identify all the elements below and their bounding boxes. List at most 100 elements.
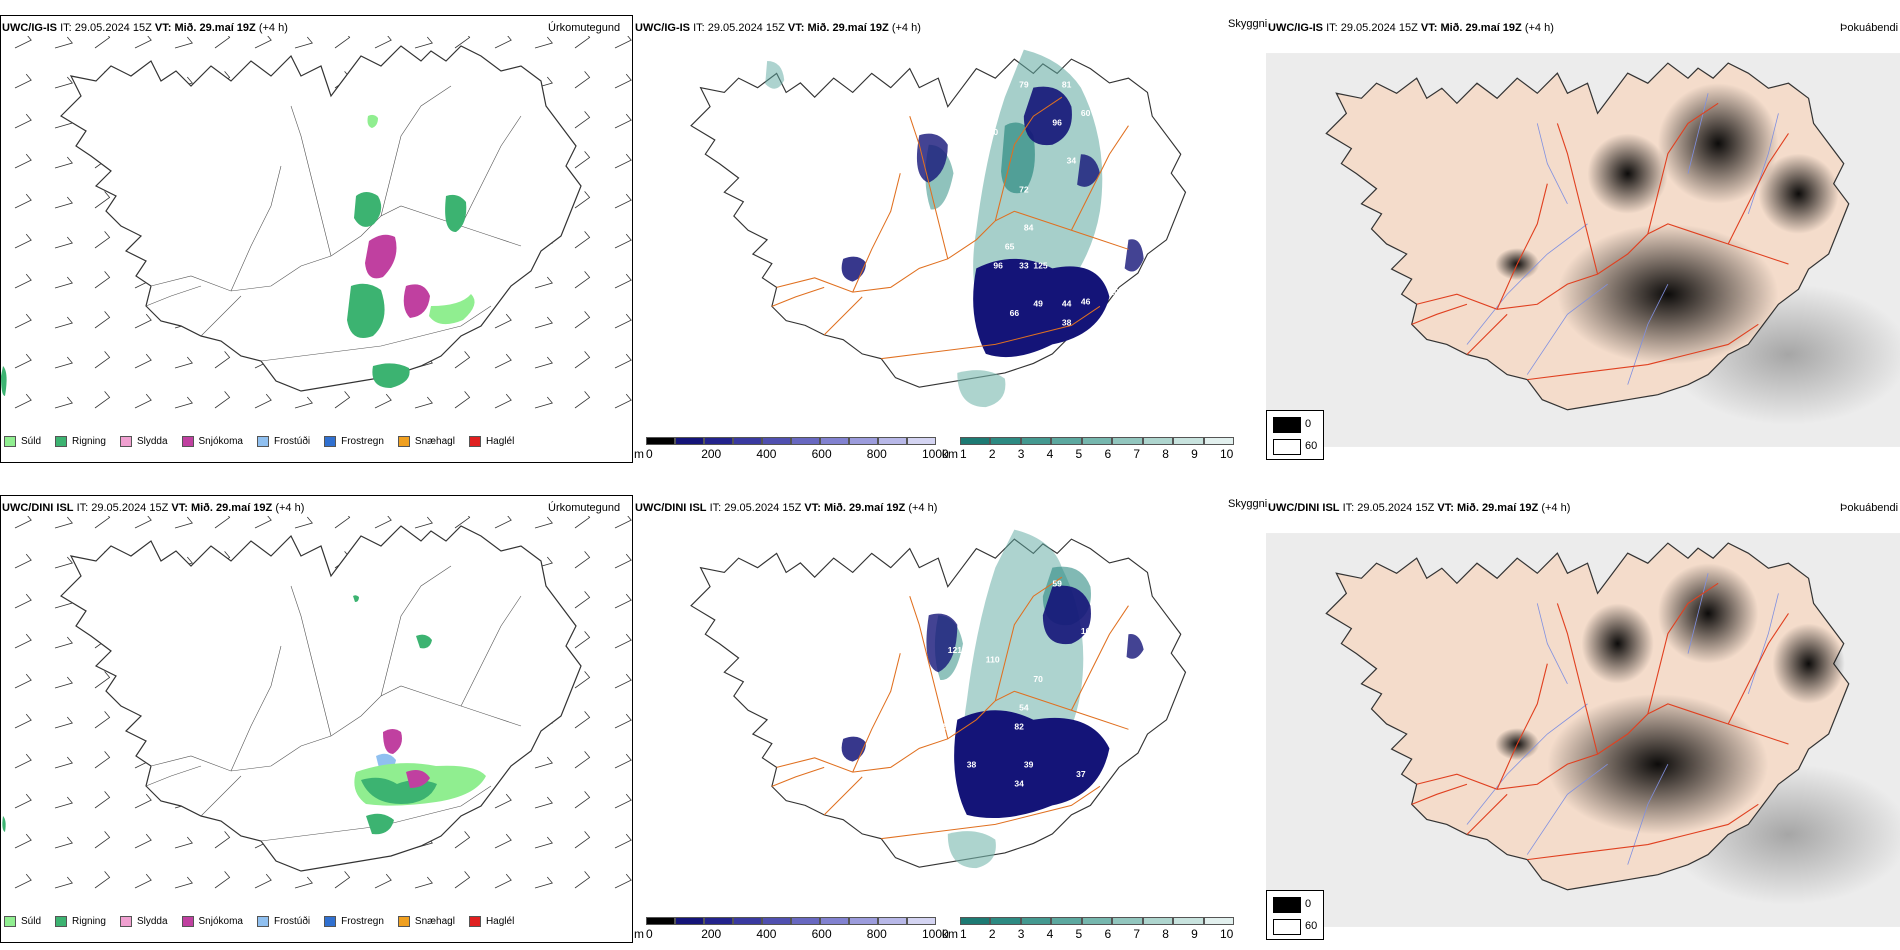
cloud-base-label: 21 — [900, 826, 910, 836]
wind-barb — [94, 871, 111, 889]
cloud-base-label: 96 — [993, 260, 1003, 270]
wind-barb — [494, 873, 512, 889]
wind-barb — [174, 516, 193, 529]
colorbar-tick: 9 — [1191, 927, 1198, 941]
legend-swatch — [324, 436, 337, 447]
wind-barb — [14, 633, 32, 649]
wind-barb — [614, 73, 632, 89]
wind-barb — [334, 391, 351, 409]
colorbar-tick: 5 — [1075, 927, 1083, 941]
vt-value: Mið. 29.maí 19Z — [174, 22, 256, 34]
wind-barb — [14, 393, 32, 409]
cloud-base-label: 44 — [1062, 298, 1072, 308]
wind-barb — [94, 831, 111, 849]
cloud-base-label: 59 — [1052, 579, 1062, 589]
wind-barb — [54, 156, 73, 169]
wind-barb — [14, 153, 32, 169]
mid-panel-header: UWC/DINI ISL IT: 29.05.2024 15Z VT: Mið.… — [635, 502, 938, 514]
colorbar-swatch — [960, 917, 991, 925]
wind-barb — [494, 313, 512, 329]
wind-barb — [534, 876, 553, 889]
colorbar-tick: 0 — [646, 447, 653, 461]
fog-legend-label: 60 — [1305, 440, 1318, 452]
wind-barb — [614, 713, 632, 729]
wind-barb — [374, 516, 392, 529]
colorbar-tick: 8 — [1162, 447, 1169, 461]
colorbar-swatch — [704, 917, 733, 925]
it-label: IT: — [60, 22, 72, 34]
wind-barb — [454, 391, 471, 409]
wind-barb — [54, 356, 73, 369]
wind-barb — [614, 553, 632, 569]
colorbar-swatch — [960, 437, 991, 445]
fog-legend-swatch — [1273, 919, 1301, 935]
cloud-base-label: 33 — [988, 99, 998, 109]
wind-barb — [294, 36, 313, 49]
wind-barb — [174, 396, 193, 409]
legend-swatch — [181, 436, 194, 447]
legend-item: Súld — [4, 436, 41, 447]
legend-item: Snæhagl — [397, 436, 455, 447]
cloud-base-label: 79 — [1019, 80, 1029, 90]
cloud-base-label: 55 — [919, 241, 929, 251]
wind-barb — [494, 516, 512, 529]
wind-barb — [174, 36, 193, 49]
wind-barbs — [14, 36, 632, 409]
wind-barb — [94, 351, 111, 369]
wind-barb — [574, 351, 591, 369]
legend-swatch — [4, 916, 16, 927]
colorbar-swatch — [1051, 917, 1082, 925]
wind-barb — [574, 516, 591, 529]
wind-barb — [54, 836, 73, 849]
colorbar-swatch — [646, 917, 675, 925]
wind-barb — [174, 836, 193, 849]
colorbar-swatch — [1020, 437, 1052, 445]
wind-barb — [134, 793, 152, 809]
wind-barb — [254, 516, 272, 529]
colorbar-swatch — [1142, 917, 1174, 925]
cloud-base-label: 96 — [1052, 118, 1062, 128]
cloud-base-label: 110 — [986, 655, 1000, 665]
colorbar-unit: m — [634, 927, 644, 941]
wind-barb — [14, 753, 32, 769]
wind-barb — [54, 76, 73, 89]
wind-barb — [574, 671, 591, 689]
wind-barb — [214, 351, 231, 369]
colorbar-swatch — [990, 917, 1021, 925]
wind-barb — [94, 271, 111, 289]
wind-barb — [94, 791, 111, 809]
colorbar-m-1: m 0 200 400 600 800 1000 — [634, 437, 949, 463]
wind-barb — [254, 873, 272, 889]
mid-panel-header: UWC/IG-IS IT: 29.05.2024 15Z VT: Mið. 29… — [635, 22, 921, 34]
wind-barb — [134, 516, 152, 529]
cloud-base-label: 88 — [1109, 108, 1119, 118]
colorbar-tick: 5 — [1075, 447, 1083, 461]
legend-swatch — [397, 436, 410, 447]
wind-barb — [214, 831, 231, 849]
wind-barb — [294, 516, 313, 529]
vt-label: VT: — [154, 22, 172, 34]
wind-barb — [14, 233, 32, 249]
cloud-base-label: 82 — [1014, 721, 1024, 731]
colorbar-tick: 2 — [988, 447, 996, 461]
wind-barb — [94, 391, 111, 409]
wind-barb — [374, 873, 392, 889]
colorbar-swatch — [762, 917, 791, 925]
legend-swatch — [256, 436, 269, 447]
colorbar-tick: 7 — [1133, 927, 1141, 941]
colorbar-swatch — [990, 437, 1021, 445]
cloud-base-label: 43 — [915, 241, 925, 251]
colorbar-tick: 200 — [701, 927, 722, 941]
wind-barb — [14, 793, 32, 809]
wind-barb — [134, 353, 152, 369]
cloud-base-label: 27 — [900, 346, 910, 356]
wind-barb — [174, 876, 193, 889]
colorbar-swatch — [1112, 437, 1143, 445]
cloud-base-label: 54 — [1019, 702, 1029, 712]
legend-swatch — [55, 436, 68, 447]
colorbar-swatch — [791, 917, 820, 925]
wind-barb — [54, 716, 73, 729]
wind-barb — [94, 671, 111, 689]
wind-barb — [574, 231, 591, 249]
wind-barb — [14, 873, 32, 889]
